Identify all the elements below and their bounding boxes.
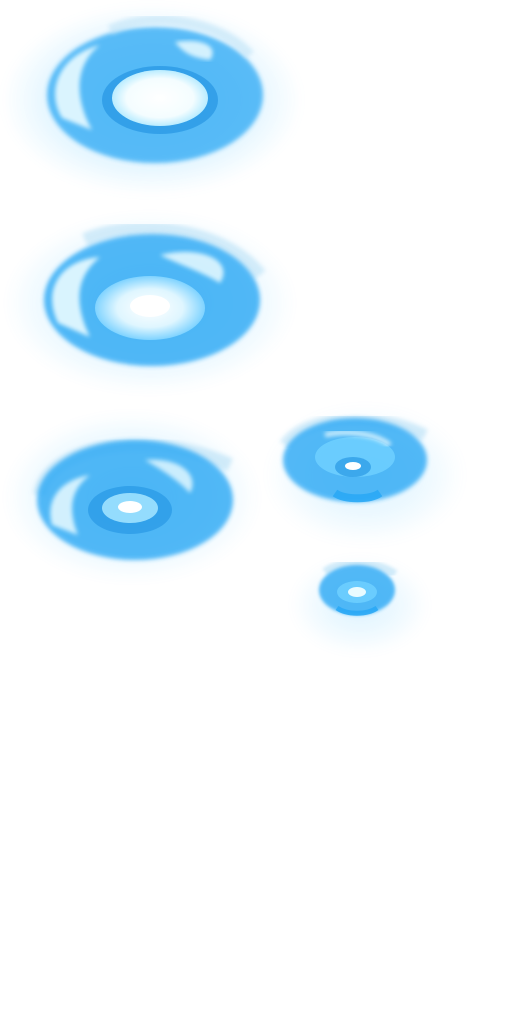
vortex-frame-1: [0, 0, 305, 205]
energy-vortex-icon: [265, 405, 465, 545]
vortex-frame-5: [265, 555, 480, 675]
vortex-frame-2: [0, 205, 305, 405]
vortex-frame-4: [265, 405, 480, 560]
energy-vortex-icon: [290, 555, 430, 655]
energy-vortex-icon: [5, 213, 295, 393]
energy-vortex-icon: [2, 5, 302, 195]
energy-vortex-icon: [4, 412, 260, 582]
vortex-frame-3: [0, 405, 265, 590]
